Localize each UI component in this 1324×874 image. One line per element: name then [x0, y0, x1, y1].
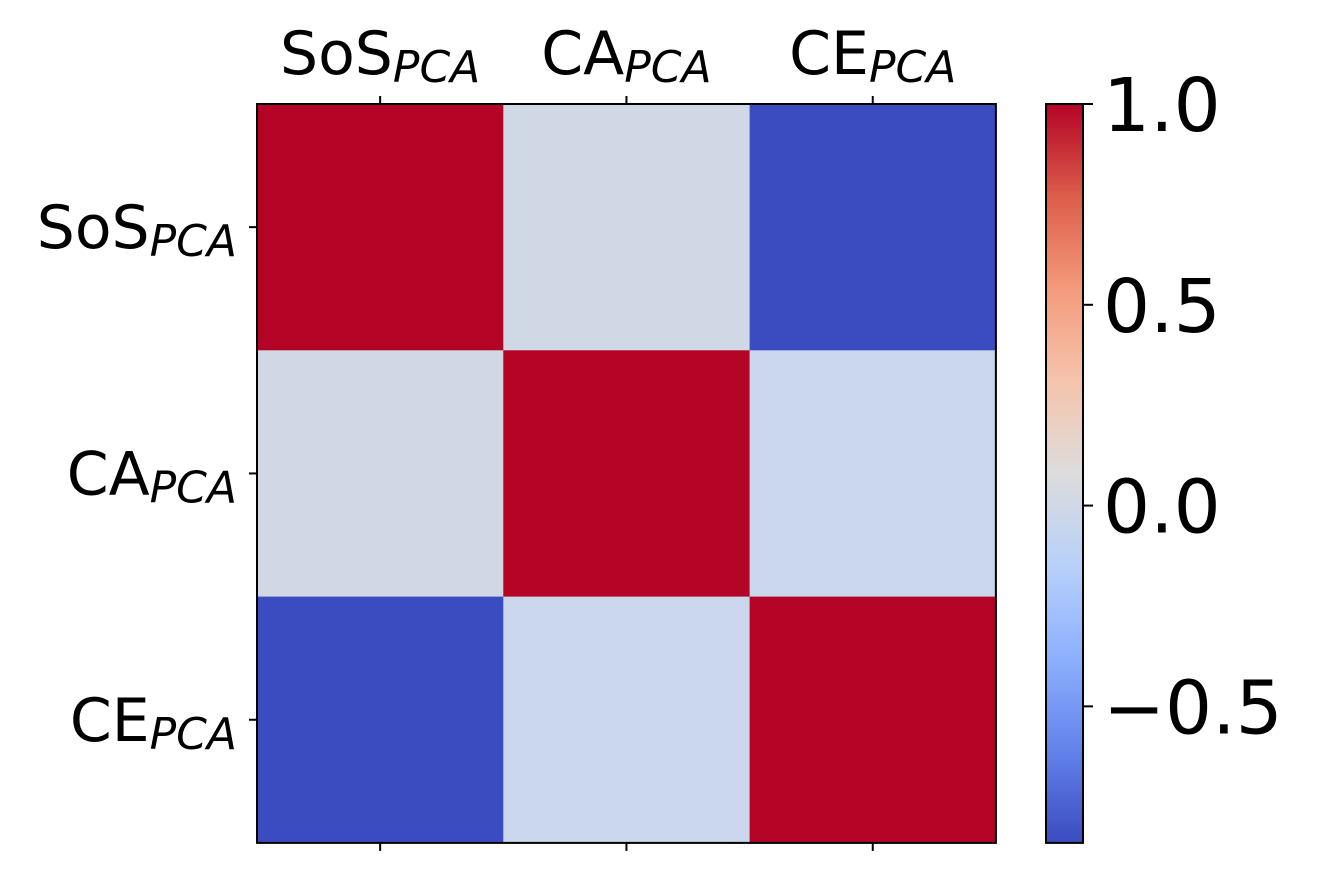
colorbar-tick-label: −0.5	[1103, 665, 1283, 751]
colorbar-tick-label: 0.0	[1103, 465, 1221, 551]
colorbar-tick-label: 1.0	[1103, 63, 1221, 149]
heatmap-cell-r1-c1	[503, 350, 751, 598]
colorbar-gradient	[1046, 104, 1083, 843]
column-label: CAPCA	[541, 19, 711, 93]
row-label-subscript: PCA	[150, 462, 237, 513]
heatmap-cell-r0-c0	[257, 104, 504, 351]
heatmap-cell-r0-c1	[503, 104, 751, 351]
row-label: CAPCA	[67, 439, 237, 513]
row-label-subscript: PCA	[150, 709, 237, 760]
row-label: CEPCA	[70, 686, 237, 760]
heatmap-ticks	[249, 96, 874, 851]
heatmap-cell-r2-c2	[749, 596, 997, 844]
row-label: SoSPCA	[37, 193, 237, 267]
row-label-main: CE	[70, 686, 150, 756]
column-label-subscript: PCA	[869, 42, 956, 93]
row-label-main: SoS	[37, 193, 150, 263]
column-label: SoSPCA	[280, 19, 480, 93]
column-label: CEPCA	[789, 19, 956, 93]
column-label-main: CA	[541, 19, 624, 89]
row-label-main: CA	[67, 439, 150, 509]
column-label-main: SoS	[280, 19, 393, 89]
colorbar-tick-label: 0.5	[1103, 264, 1221, 350]
heatmap-cell-r2-c0	[257, 596, 504, 844]
colorbar: 1.0 0.5 0.0 −0.5	[1045, 63, 1283, 844]
heatmap-cell-r2-c1	[503, 596, 751, 844]
colorbar-frame	[1045, 103, 1084, 844]
row-label-subscript: PCA	[150, 216, 237, 267]
heatmap-cell-r1-c2	[749, 350, 997, 598]
column-label-subscript: PCA	[393, 42, 480, 93]
column-label-main: CE	[789, 19, 869, 89]
heatmap-cell-r1-c0	[257, 350, 504, 598]
column-labels: SoSPCA CAPCA CEPCA	[280, 19, 956, 93]
heatmap-cell-r0-c2	[749, 104, 997, 351]
column-label-subscript: PCA	[624, 42, 711, 93]
heatmap-cells	[256, 103, 997, 844]
